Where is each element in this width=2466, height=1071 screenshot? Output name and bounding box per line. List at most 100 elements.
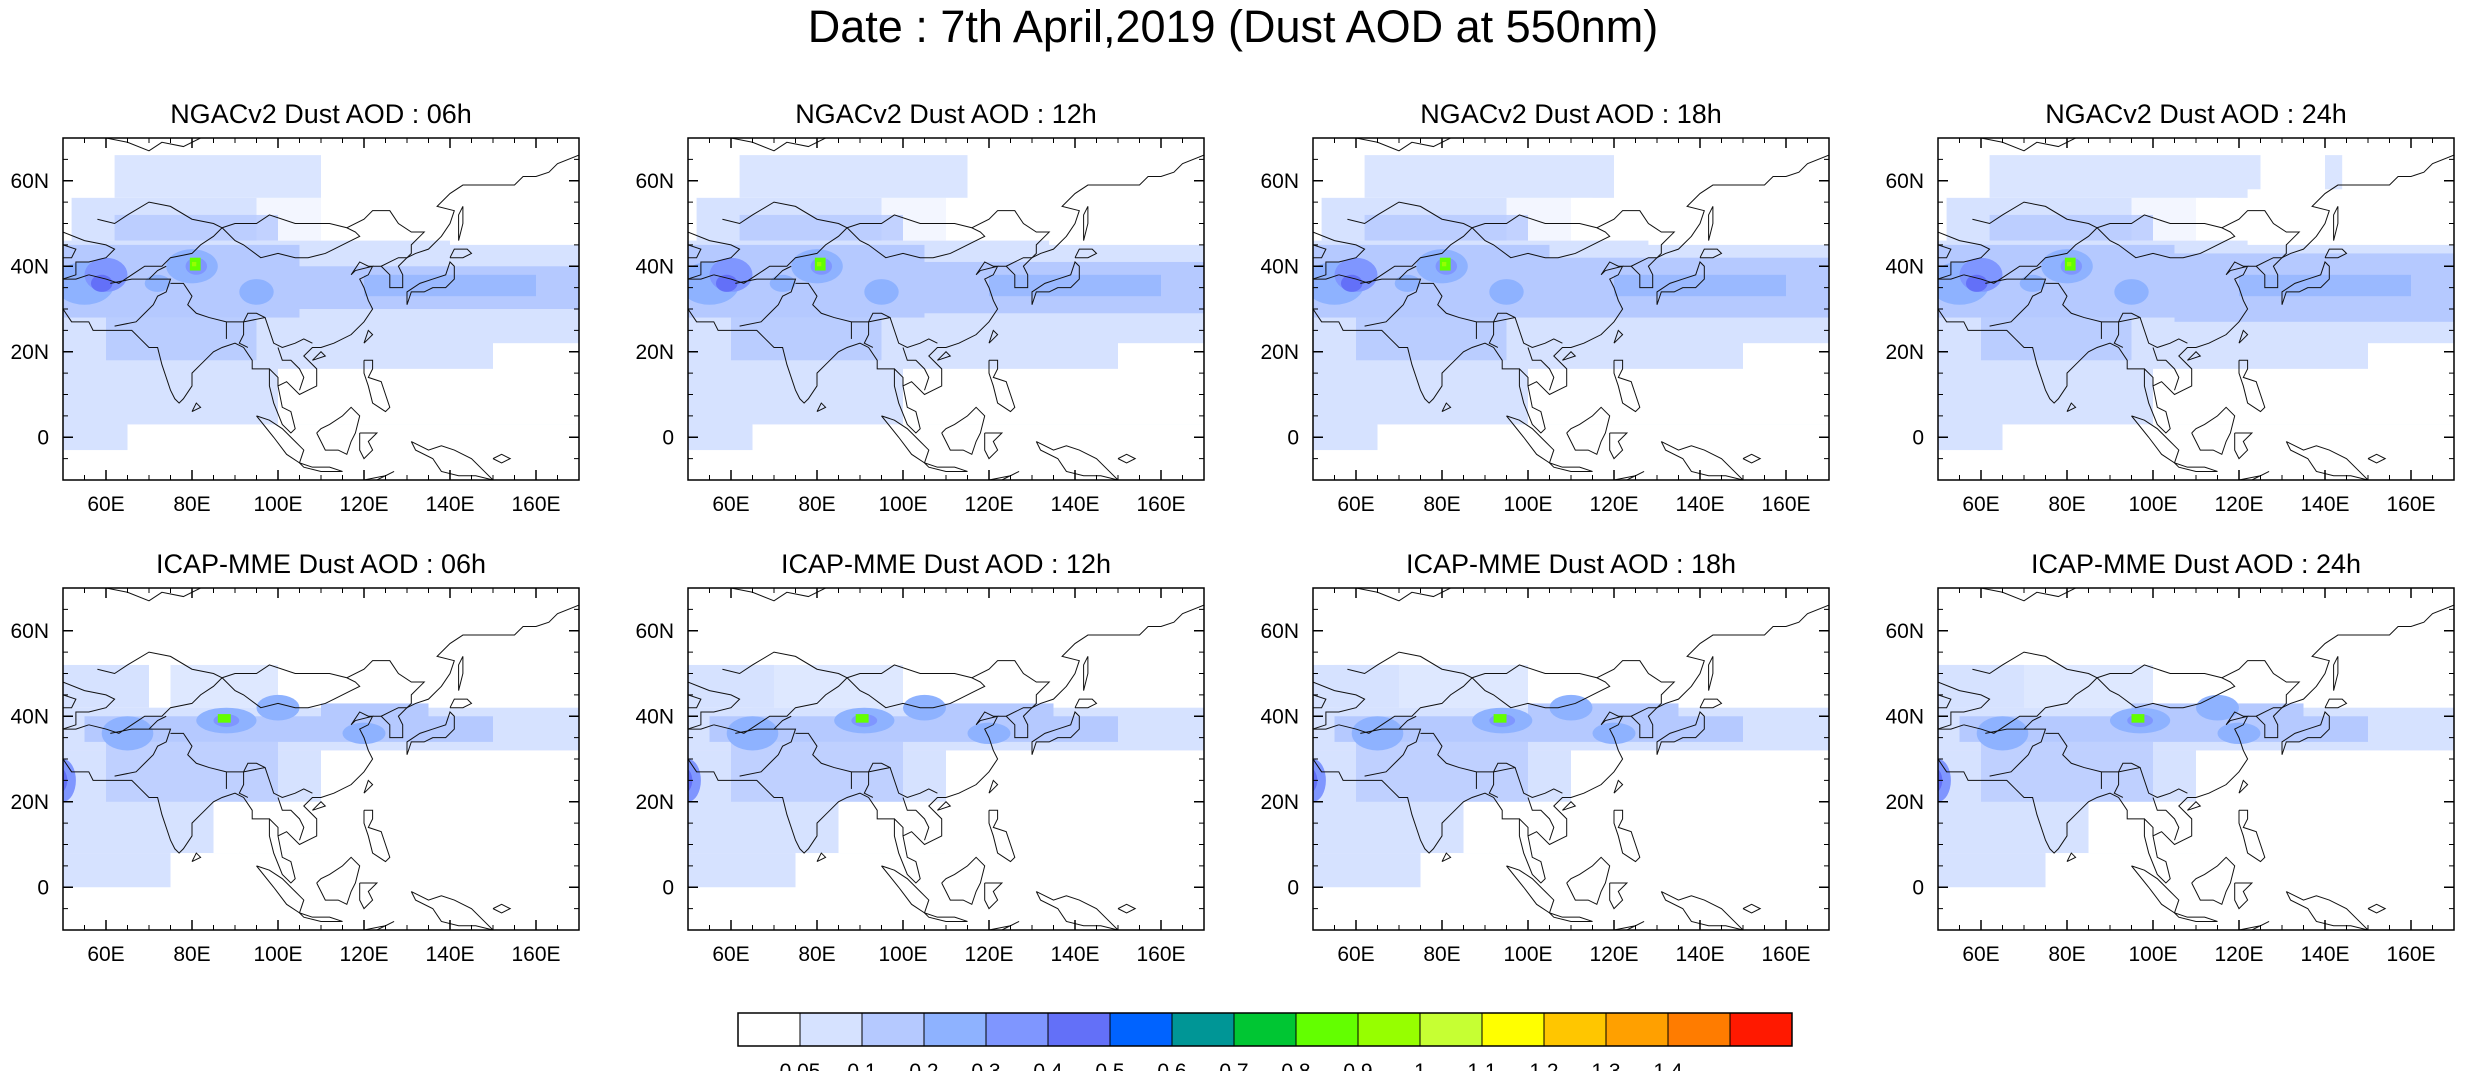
dust-aod-field	[1938, 664, 2454, 888]
map-panel: ICAP-MME Dust AOD : 06h 60E 80E 100E 120E 140…	[10, 549, 580, 966]
lon-tick-label: 80E	[2048, 493, 2085, 516]
lon-tick-label: 160E	[511, 493, 560, 516]
lat-tick-label: 0	[37, 876, 49, 899]
map-panel: ICAP-MME Dust AOD : 12h 60E 80E 100E 120E 140…	[635, 549, 1205, 966]
lat-tick-label: 0	[662, 876, 674, 899]
lat-tick-label: 0	[37, 426, 49, 449]
colorbar-label: 0.1	[847, 1060, 876, 1071]
lon-tick-label: 60E	[1962, 493, 1999, 516]
lon-tick-label: 140E	[1050, 493, 1099, 516]
figure-title: Date : 7th April,2019 (Dust AOD at 550nm…	[807, 1, 1659, 52]
colorbar-swatch	[861, 1012, 925, 1047]
lon-tick-label: 120E	[2214, 493, 2263, 516]
coastlines	[688, 138, 1204, 480]
lat-tick-label: 60N	[1885, 170, 1924, 193]
lon-tick-label: 60E	[87, 493, 124, 516]
colorbar-label: 0.7	[1219, 1060, 1248, 1071]
lon-tick-label: 160E	[2386, 493, 2435, 516]
lon-tick-label: 100E	[878, 943, 927, 966]
dust-aod-field	[688, 664, 1204, 888]
lat-tick-label: 0	[1287, 426, 1299, 449]
colorbar-swatch	[1109, 1012, 1173, 1047]
lon-tick-label: 120E	[339, 943, 388, 966]
panel-title: NGACv2 Dust AOD : 06h	[170, 99, 472, 129]
lat-tick-label: 20N	[635, 791, 674, 814]
lon-tick-label: 100E	[1503, 943, 1552, 966]
coastlines	[1313, 588, 1829, 930]
colorbar-swatch	[1481, 1012, 1545, 1047]
colorbar-swatch	[737, 1012, 801, 1047]
panel-title: ICAP-MME Dust AOD : 06h	[156, 549, 486, 579]
colorbar-label: 1.4	[1653, 1060, 1683, 1071]
lon-tick-label: 60E	[1962, 943, 1999, 966]
colorbar-label: 0.4	[1033, 1060, 1063, 1071]
lon-tick-label: 80E	[2048, 943, 2085, 966]
colorbar-label: 1	[1414, 1060, 1426, 1071]
panel-title: NGACv2 Dust AOD : 18h	[1420, 99, 1722, 129]
lat-tick-label: 60N	[1260, 170, 1299, 193]
lon-tick-label: 160E	[2386, 943, 2435, 966]
lat-tick-label: 60N	[635, 620, 674, 643]
lat-tick-label: 0	[662, 426, 674, 449]
lon-tick-label: 100E	[253, 943, 302, 966]
lat-tick-label: 40N	[1885, 255, 1924, 278]
lon-tick-label: 60E	[712, 943, 749, 966]
lat-tick-label: 20N	[1260, 791, 1299, 814]
dust-aod-field	[688, 138, 1204, 451]
lat-tick-label: 0	[1287, 876, 1299, 899]
colorbar-label: 0.6	[1157, 1060, 1186, 1071]
colorbar-swatch	[1233, 1012, 1297, 1047]
dust-aod-field	[63, 138, 579, 451]
lon-tick-label: 140E	[425, 943, 474, 966]
coastlines	[63, 588, 579, 930]
lat-tick-label: 40N	[1885, 705, 1924, 728]
lon-tick-label: 120E	[964, 943, 1013, 966]
lon-tick-label: 80E	[173, 943, 210, 966]
lon-tick-label: 140E	[2300, 943, 2349, 966]
lat-tick-label: 20N	[1260, 341, 1299, 364]
colorbar-swatch	[1729, 1012, 1793, 1047]
lat-tick-label: 40N	[10, 255, 49, 278]
colorbar-swatch	[799, 1012, 863, 1047]
panel-title: ICAP-MME Dust AOD : 12h	[781, 549, 1111, 579]
lon-tick-label: 100E	[1503, 493, 1552, 516]
map-panel: ICAP-MME Dust AOD : 24h 60E 80E 100E 120E 140…	[1885, 549, 2455, 966]
lat-tick-label: 40N	[635, 705, 674, 728]
colorbar-swatch	[1171, 1012, 1235, 1047]
lon-tick-label: 120E	[339, 493, 388, 516]
colorbar-label: 0.9	[1343, 1060, 1372, 1071]
dust-aod-field	[1938, 138, 2454, 451]
colorbar-label: 1.2	[1529, 1060, 1558, 1071]
lat-tick-label: 0	[1912, 426, 1924, 449]
lon-tick-label: 160E	[511, 943, 560, 966]
lon-tick-label: 140E	[425, 493, 474, 516]
lat-tick-label: 60N	[1260, 620, 1299, 643]
lat-tick-label: 40N	[1260, 255, 1299, 278]
colorbar-label: 0.2	[909, 1060, 938, 1071]
lat-tick-label: 40N	[10, 705, 49, 728]
lat-tick-label: 60N	[1885, 620, 1924, 643]
coastlines	[1938, 138, 2454, 480]
lon-tick-label: 160E	[1761, 493, 1810, 516]
dust-aod-field	[1313, 664, 1829, 888]
lon-tick-label: 120E	[2214, 943, 2263, 966]
colorbar-swatch	[1419, 1012, 1483, 1047]
colorbar: 0.05 0.1 0.2 0.3 0.4 0.5 0.6 0.7 0.8 0.9 1 1.1 1.2 1.…	[737, 1012, 1793, 1071]
coastlines	[63, 138, 579, 480]
colorbar-label: 0.05	[780, 1060, 821, 1071]
lat-tick-label: 20N	[1885, 341, 1924, 364]
colorbar-swatch	[1295, 1012, 1359, 1047]
lat-tick-label: 60N	[635, 170, 674, 193]
panel-title: ICAP-MME Dust AOD : 18h	[1406, 549, 1736, 579]
lat-tick-label: 60N	[10, 620, 49, 643]
lon-tick-label: 80E	[1423, 493, 1460, 516]
map-panel: NGACv2 Dust AOD : 18h 60E 80E 100E 120E 140E 1…	[1260, 99, 1830, 516]
lon-tick-label: 100E	[878, 493, 927, 516]
lon-tick-label: 80E	[1423, 943, 1460, 966]
colorbar-swatch	[1667, 1012, 1731, 1047]
lon-tick-label: 160E	[1136, 943, 1185, 966]
lon-tick-label: 120E	[964, 493, 1013, 516]
colorbar-label: 0.8	[1281, 1060, 1310, 1071]
panel-title: ICAP-MME Dust AOD : 24h	[2031, 549, 2361, 579]
colorbar-label: 1.3	[1591, 1060, 1620, 1071]
